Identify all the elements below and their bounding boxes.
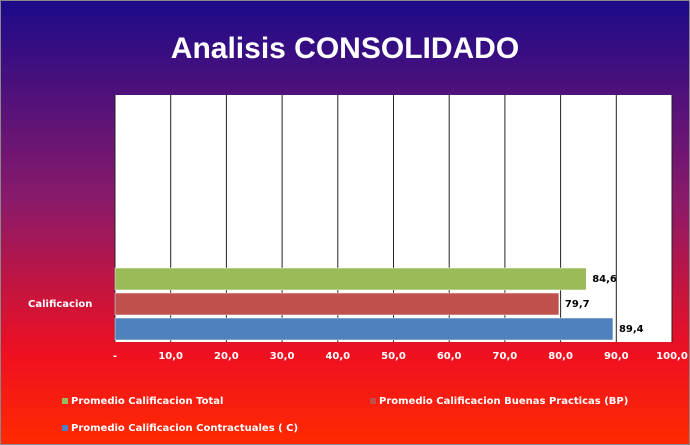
- x-tick-label: 90,0: [604, 351, 629, 362]
- x-tick-label: 100,0: [656, 351, 688, 362]
- chart-title: Analisis CONSOLIDADO: [171, 32, 519, 65]
- legend-label: Promedio Calificacion Contractuales ( C): [71, 423, 298, 434]
- data-label: 79,7: [565, 299, 590, 310]
- legend-swatch: [62, 398, 68, 404]
- x-tick-label: 40,0: [325, 351, 350, 362]
- category-label: Calificacion: [28, 299, 92, 310]
- x-tick-label: 10,0: [158, 351, 183, 362]
- legend-label: Promedio Calificacion Buenas Practicas (…: [379, 396, 628, 407]
- legend-swatch: [370, 398, 376, 404]
- bar: [114, 292, 560, 316]
- data-label: 89,4: [619, 324, 644, 335]
- x-tick-label: 20,0: [214, 351, 239, 362]
- bar: [114, 267, 587, 291]
- data-label: 84,6: [592, 274, 617, 285]
- x-tick-label: 80,0: [548, 351, 573, 362]
- x-tick-label: 30,0: [270, 351, 295, 362]
- x-tick-label: 50,0: [381, 351, 406, 362]
- x-tick-label: 60,0: [437, 351, 462, 362]
- bar: [114, 317, 614, 341]
- x-tick-label: 70,0: [493, 351, 518, 362]
- x-tick-label: -: [113, 351, 117, 362]
- legend-swatch: [62, 425, 68, 431]
- legend-label: Promedio Calificacion Total: [71, 396, 223, 407]
